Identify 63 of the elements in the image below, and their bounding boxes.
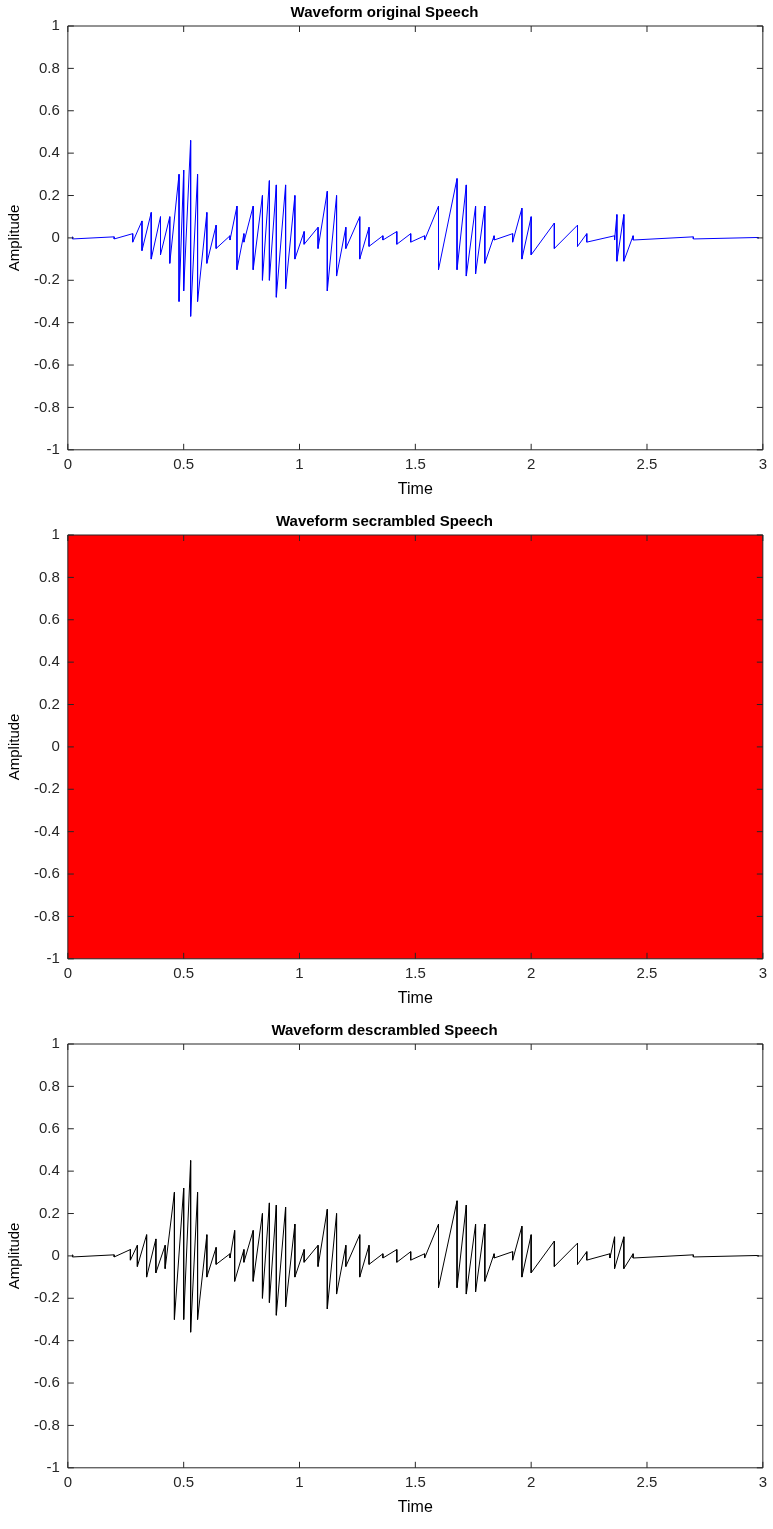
x-tick-label: 1	[295, 963, 304, 981]
y-axis-title: Amplitude	[5, 1222, 23, 1290]
x-tick-label: 3	[758, 963, 767, 981]
y-tick-label: -0.4	[33, 312, 60, 330]
y-tick-label: 1	[51, 525, 60, 543]
y-tick-label: 0.2	[38, 694, 60, 712]
y-tick-label: 0	[51, 228, 60, 246]
y-tick-label: 1	[51, 1034, 60, 1052]
y-tick-label: 1	[51, 16, 60, 34]
y-axis-title: Amplitude	[5, 204, 23, 272]
y-tick-label: 0.4	[38, 1161, 60, 1179]
y-tick-label: 0	[51, 1246, 60, 1264]
x-tick-label: 0.5	[173, 1472, 195, 1490]
y-tick-label: 0.6	[38, 609, 60, 627]
y-tick-label: -0.8	[33, 397, 60, 415]
y-tick-label: -1	[46, 1457, 60, 1475]
y-axis-title: Amplitude	[5, 713, 23, 781]
y-tick-label: -0.8	[33, 906, 60, 924]
x-tick-label: 0.5	[173, 454, 195, 472]
y-tick-label: 0.8	[38, 58, 60, 76]
x-tick-label: 3	[758, 1472, 767, 1490]
y-tick-label: -0.6	[33, 1373, 60, 1391]
y-tick-label: -0.8	[33, 1415, 60, 1433]
y-tick-label: 0.6	[38, 1118, 60, 1136]
y-tick-label: -0.6	[33, 355, 60, 373]
chart-title: Waveform secrambled Speech	[275, 512, 494, 530]
y-tick-label: 0.2	[38, 1203, 60, 1221]
x-tick-label: 1	[295, 1472, 304, 1490]
y-tick-label: 0.4	[38, 652, 60, 670]
y-tick-label: -1	[46, 948, 60, 966]
y-tick-label: 0	[51, 737, 60, 755]
x-tick-label: 2	[527, 1472, 536, 1490]
y-tick-label: 0.4	[38, 143, 60, 161]
x-tick-label: 2.5	[636, 1472, 658, 1490]
y-tick-label: -0.2	[33, 779, 60, 797]
y-tick-label: -0.4	[33, 821, 60, 839]
x-tick-label: 0.5	[173, 963, 195, 981]
y-tick-label: -0.2	[33, 270, 60, 288]
x-tick-label: 2	[527, 963, 536, 981]
x-tick-label: 1	[295, 454, 304, 472]
x-tick-label: 0	[63, 963, 73, 981]
x-axis-title: Time	[397, 479, 433, 497]
x-tick-label: 3	[758, 454, 767, 472]
x-tick-label: 1.5	[404, 1472, 426, 1490]
x-tick-label: 0	[63, 1472, 73, 1490]
y-tick-label: 0.6	[38, 100, 60, 118]
x-tick-label: 1.5	[404, 963, 426, 981]
x-axis-title: Time	[397, 988, 433, 1006]
y-tick-label: 0.2	[38, 185, 60, 203]
x-axis-title: Time	[397, 1497, 433, 1515]
y-tick-label: 0.8	[38, 567, 60, 585]
x-tick-label: 2.5	[636, 454, 658, 472]
x-tick-label: 1.5	[404, 454, 426, 472]
x-tick-label: 0	[63, 454, 73, 472]
x-tick-label: 2	[527, 454, 536, 472]
y-tick-label: -0.6	[33, 864, 60, 882]
chart-title: Waveform descrambled Speech	[271, 1021, 498, 1039]
y-tick-label: -0.2	[33, 1288, 60, 1306]
chart-title: Waveform original Speech	[290, 3, 479, 21]
y-tick-label: -1	[46, 439, 60, 457]
x-tick-label: 2.5	[636, 963, 658, 981]
y-tick-label: 0.8	[38, 1076, 60, 1094]
y-tick-label: -0.4	[33, 1330, 60, 1348]
